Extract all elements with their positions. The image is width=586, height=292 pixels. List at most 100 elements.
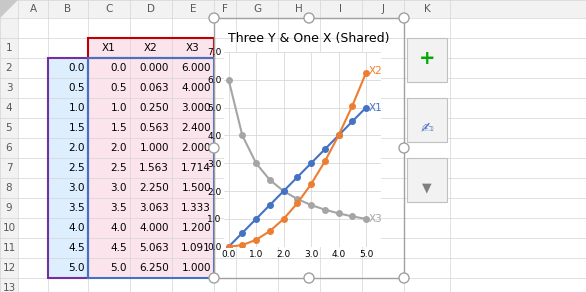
Text: I: I bbox=[339, 4, 342, 14]
Bar bbox=[88, 38, 214, 58]
Text: 1.000: 1.000 bbox=[139, 143, 169, 153]
Bar bbox=[0, 158, 18, 178]
Circle shape bbox=[399, 13, 409, 23]
Text: X3: X3 bbox=[368, 214, 382, 224]
Bar bbox=[88, 58, 214, 278]
Text: 6.000: 6.000 bbox=[182, 63, 211, 73]
Bar bbox=[88, 158, 214, 178]
Text: X3: X3 bbox=[186, 43, 200, 53]
Bar bbox=[0, 138, 18, 158]
Text: 1.563: 1.563 bbox=[139, 163, 169, 173]
Circle shape bbox=[209, 13, 219, 23]
Bar bbox=[48, 118, 130, 138]
Text: 2: 2 bbox=[6, 63, 12, 73]
Text: 7: 7 bbox=[6, 163, 12, 173]
Bar bbox=[0, 118, 18, 138]
Circle shape bbox=[399, 143, 409, 153]
Bar bbox=[48, 78, 130, 98]
Bar bbox=[0, 78, 18, 98]
Bar bbox=[0, 198, 18, 218]
Bar bbox=[48, 138, 130, 158]
Text: X1: X1 bbox=[368, 102, 382, 112]
Text: 1.714: 1.714 bbox=[181, 163, 211, 173]
Text: 1.5: 1.5 bbox=[69, 123, 85, 133]
Text: 12: 12 bbox=[2, 263, 16, 273]
Bar bbox=[48, 58, 88, 278]
Text: ✍: ✍ bbox=[421, 121, 434, 135]
Text: 1.000: 1.000 bbox=[182, 263, 211, 273]
Circle shape bbox=[209, 273, 219, 283]
Text: 2.5: 2.5 bbox=[69, 163, 85, 173]
Bar bbox=[407, 38, 447, 82]
Text: 0.0: 0.0 bbox=[69, 63, 85, 73]
Text: 0.063: 0.063 bbox=[139, 83, 169, 93]
Text: 1.500: 1.500 bbox=[182, 183, 211, 193]
Circle shape bbox=[304, 13, 314, 23]
Text: 2.0: 2.0 bbox=[111, 143, 127, 153]
Text: 10: 10 bbox=[2, 223, 16, 233]
Text: 13: 13 bbox=[2, 283, 16, 292]
Text: 3.0: 3.0 bbox=[69, 183, 85, 193]
Circle shape bbox=[399, 273, 409, 283]
Bar bbox=[0, 278, 18, 292]
Text: 5.063: 5.063 bbox=[139, 243, 169, 253]
Bar bbox=[0, 238, 18, 258]
Text: E: E bbox=[190, 4, 196, 14]
Text: H: H bbox=[295, 4, 303, 14]
Text: 0.5: 0.5 bbox=[111, 83, 127, 93]
Text: 2.000: 2.000 bbox=[182, 143, 211, 153]
Text: 3: 3 bbox=[6, 83, 12, 93]
Text: 1.5: 1.5 bbox=[110, 123, 127, 133]
Text: X1: X1 bbox=[102, 43, 116, 53]
Text: 5.0: 5.0 bbox=[111, 263, 127, 273]
Bar bbox=[88, 78, 214, 98]
Bar bbox=[48, 158, 130, 178]
Text: 1.200: 1.200 bbox=[182, 223, 211, 233]
Bar bbox=[88, 98, 214, 118]
Bar bbox=[88, 58, 214, 78]
Circle shape bbox=[304, 273, 314, 283]
Bar bbox=[407, 98, 447, 142]
Text: 1.333: 1.333 bbox=[181, 203, 211, 213]
Text: X2: X2 bbox=[144, 43, 158, 53]
Text: 4.000: 4.000 bbox=[182, 83, 211, 93]
Text: 1: 1 bbox=[6, 43, 12, 53]
Text: Three Y & One X (Shared): Three Y & One X (Shared) bbox=[229, 32, 390, 45]
Bar bbox=[88, 198, 214, 218]
Text: ▼: ▼ bbox=[422, 182, 432, 194]
Text: 0.000: 0.000 bbox=[139, 63, 169, 73]
Bar bbox=[0, 178, 18, 198]
Text: +: + bbox=[419, 48, 435, 67]
Bar bbox=[48, 98, 130, 118]
Circle shape bbox=[209, 143, 219, 153]
Bar bbox=[48, 198, 130, 218]
Text: 4.0: 4.0 bbox=[111, 223, 127, 233]
Text: J: J bbox=[381, 4, 384, 14]
Text: G: G bbox=[253, 4, 261, 14]
Bar bbox=[214, 18, 404, 278]
Bar bbox=[88, 258, 214, 278]
Text: 0.563: 0.563 bbox=[139, 123, 169, 133]
Text: C: C bbox=[105, 4, 113, 14]
Text: 5: 5 bbox=[6, 123, 12, 133]
Bar bbox=[48, 58, 130, 78]
Text: A: A bbox=[29, 4, 36, 14]
Text: 4.5: 4.5 bbox=[69, 243, 85, 253]
Text: 3.000: 3.000 bbox=[182, 103, 211, 113]
Text: 4: 4 bbox=[6, 103, 12, 113]
Text: X2: X2 bbox=[368, 66, 382, 76]
Text: 6: 6 bbox=[6, 143, 12, 153]
Text: 8: 8 bbox=[6, 183, 12, 193]
Text: 0.0: 0.0 bbox=[111, 63, 127, 73]
Text: 6.250: 6.250 bbox=[139, 263, 169, 273]
Text: 1.0: 1.0 bbox=[69, 103, 85, 113]
Text: 1.0: 1.0 bbox=[111, 103, 127, 113]
Text: 0.5: 0.5 bbox=[69, 83, 85, 93]
Text: 2.400: 2.400 bbox=[182, 123, 211, 133]
Bar bbox=[88, 118, 214, 138]
Text: 4.0: 4.0 bbox=[69, 223, 85, 233]
Bar bbox=[0, 38, 18, 58]
Bar bbox=[0, 18, 18, 38]
Text: D: D bbox=[147, 4, 155, 14]
Bar bbox=[88, 178, 214, 198]
